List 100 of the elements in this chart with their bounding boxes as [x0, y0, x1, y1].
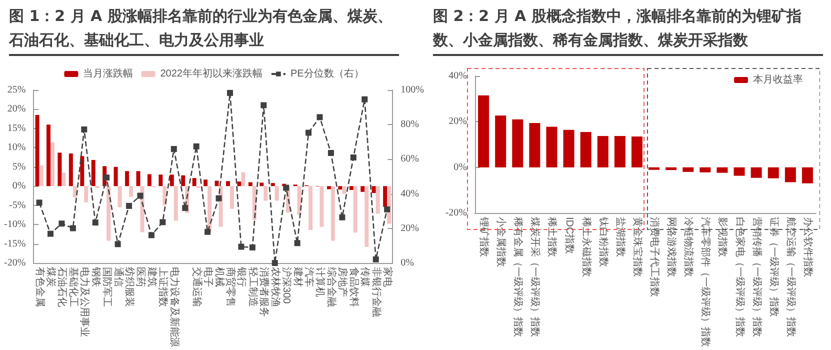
x-tick-label: 稀土永磁指数: [580, 217, 592, 277]
y-tick-label: -5%: [8, 200, 26, 211]
bar: [84, 186, 88, 202]
point: [182, 204, 188, 211]
bar: [326, 186, 331, 190]
x-tick-label: 医药: [134, 267, 147, 287]
bar: [46, 124, 50, 186]
bar: [274, 186, 279, 201]
point: [249, 244, 256, 250]
x-tick-label: 钢铁: [90, 266, 102, 287]
point: [193, 143, 200, 150]
x-tick-label: 汽车: [303, 267, 316, 287]
y2-tick-label: 0%: [400, 258, 414, 268]
bar: [181, 175, 186, 186]
x-tick-label: 通信: [112, 267, 124, 287]
y2-tick-label: 20%: [400, 222, 420, 234]
bar: [106, 186, 111, 241]
x-tick-label: 稀土指数: [546, 217, 558, 257]
bar: [330, 186, 335, 241]
bar: [162, 186, 167, 206]
bar: [118, 186, 122, 208]
point: [384, 206, 390, 212]
bar: [648, 167, 660, 170]
point: [81, 126, 88, 132]
point: [283, 184, 290, 191]
point: [47, 230, 54, 237]
y2-tick-label: 100%: [400, 84, 424, 96]
bar: [241, 172, 246, 186]
bar: [158, 174, 163, 186]
point: [148, 232, 154, 238]
bar: [342, 186, 346, 194]
x-tick-label: 电力设备及新能源: [168, 267, 180, 347]
x-tick-label: 综合金融: [325, 267, 338, 307]
bar: [700, 167, 711, 172]
bar: [546, 126, 558, 168]
x-tick-label: 沪深300: [280, 267, 293, 304]
x-tick-label: 非银行金融: [370, 267, 382, 317]
bar: [383, 186, 388, 207]
bar: [80, 156, 84, 186]
bar: [204, 180, 208, 186]
x-tick-label: 轻工制造: [246, 267, 259, 307]
bar: [114, 166, 118, 186]
x-tick-label: 有色金属: [34, 267, 46, 307]
bar: [597, 136, 608, 168]
bar: [320, 186, 324, 227]
bar: [226, 181, 230, 186]
bar: [802, 167, 813, 184]
point: [238, 244, 244, 250]
bar: [666, 167, 677, 170]
point: [36, 200, 42, 206]
point: [104, 174, 110, 181]
bar: [784, 167, 796, 182]
point: [362, 96, 368, 102]
bar: [478, 95, 490, 168]
bar: [68, 153, 73, 186]
y-tick-label: 10%: [7, 142, 26, 154]
bar: [338, 186, 342, 190]
bar: [716, 167, 728, 173]
x-tick-label: 建材: [292, 266, 304, 287]
x-tick-label: 基础化工: [67, 267, 80, 307]
point: [328, 150, 334, 156]
bar: [580, 132, 592, 168]
chart-title: 图 2：2 月 A 股概念指数中，涨幅排名靠前的为锂矿指数、小金属指数、稀有金属指数、煤炭开采指数: [433, 4, 823, 56]
x-tick-label: 计算机: [314, 267, 326, 297]
bar: [512, 119, 524, 168]
legend-label: PE分位数（右）: [290, 68, 364, 80]
x-tick-label: 农林牧渔: [269, 267, 282, 307]
bar: [308, 186, 313, 230]
point: [204, 228, 211, 235]
x-tick-label: 汽车零部件（一级评级）指数: [700, 217, 712, 347]
x-tick-label: 家电: [382, 267, 394, 287]
bar: [264, 186, 268, 201]
point: [216, 195, 222, 202]
point: [58, 220, 65, 227]
x-tick-label: 纺织服装: [124, 267, 136, 307]
bar: [174, 186, 178, 221]
x-tick-label: 银行: [236, 266, 247, 287]
bar: [260, 182, 264, 186]
bar: [364, 186, 369, 247]
point: [92, 220, 98, 226]
x-tick-label: 盐湖指数: [614, 217, 626, 257]
point: [272, 260, 278, 266]
point: [316, 114, 323, 120]
x-tick-label: 网络游戏指数: [666, 217, 678, 277]
bar: [353, 186, 358, 233]
point: [372, 256, 379, 262]
bar: [529, 123, 540, 168]
bar: [214, 180, 219, 186]
y-tick-label: 5%: [12, 161, 26, 172]
x-tick-label: 石油石化: [56, 267, 68, 307]
point: [114, 241, 121, 248]
x-tick-label: 煤炭: [44, 267, 57, 287]
x-tick-label: 稀有金属（一级评级）指数: [512, 217, 524, 337]
y-tick-label: -10%: [4, 219, 26, 230]
point: [70, 225, 76, 232]
bar: [349, 186, 354, 190]
y-tick-label: 25%: [7, 84, 26, 96]
bar: [147, 174, 152, 186]
x-tick-label: 电子: [202, 267, 214, 287]
bar: [125, 171, 130, 186]
